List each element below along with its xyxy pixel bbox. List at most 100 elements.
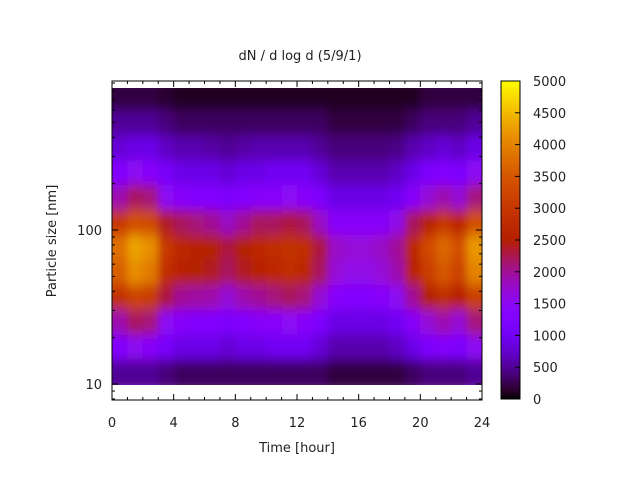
heatmap-cell [327, 334, 344, 360]
heatmap-cell [451, 109, 468, 136]
heatmap-cell [312, 334, 329, 360]
heatmap-cell [466, 209, 482, 235]
heatmap-cell [312, 159, 329, 185]
heatmap-cell [404, 334, 421, 360]
heatmap-cell [389, 209, 406, 235]
heatmap-cell [219, 88, 236, 111]
heatmap-cell [374, 334, 391, 360]
heatmap-cell [204, 259, 221, 285]
heatmap-cell [142, 359, 159, 385]
heatmap-cell [142, 334, 159, 360]
heatmap-cell [374, 159, 391, 185]
heatmap-cell [327, 284, 344, 310]
heatmap-cell [173, 284, 190, 310]
heatmap-cell [420, 234, 437, 260]
heatmap-cell [266, 359, 283, 385]
heatmap-cell [358, 334, 375, 360]
chart-title: dN / d log d (5/9/1) [238, 49, 361, 64]
heatmap-cell [219, 334, 236, 360]
heatmap-cell [466, 309, 482, 335]
heatmap-cell [189, 259, 206, 285]
y-tick-label: 100 [77, 224, 102, 239]
heatmap-cell [358, 109, 375, 136]
heatmap-cell [451, 359, 468, 385]
heatmap-cell [173, 159, 190, 185]
heatmap-cell [389, 159, 406, 185]
heatmap-cell [420, 259, 437, 285]
heatmap-cell [420, 309, 437, 335]
heatmap-cell [420, 209, 437, 235]
colorbar-tick-label: 3000 [533, 202, 566, 217]
heatmap-cell [374, 284, 391, 310]
heatmap-cell [250, 359, 267, 385]
heatmap-cell [297, 88, 314, 111]
heatmap-cell [219, 209, 236, 235]
colorbar-tick-label: 1500 [533, 298, 566, 313]
heatmap-cell [281, 359, 298, 385]
heatmap-cell [112, 259, 129, 285]
heatmap-cell [266, 259, 283, 285]
heatmap-cell [435, 209, 452, 235]
heatmap-cell [327, 234, 344, 260]
heatmap-cell [235, 184, 252, 210]
heatmap-cell [189, 234, 206, 260]
heatmap-cell [451, 209, 468, 235]
heatmap-cell [435, 359, 452, 385]
heatmap-cell [297, 309, 314, 335]
heatmap-cell [250, 309, 267, 335]
heatmap-cell [358, 259, 375, 285]
heatmap-cell [389, 334, 406, 360]
heatmap-cell [281, 109, 298, 136]
x-tick-label: 16 [350, 416, 367, 431]
heatmap-cell [374, 309, 391, 335]
heatmap-cell [451, 309, 468, 335]
heatmap-cell [404, 259, 421, 285]
heatmap-cell [204, 234, 221, 260]
heatmap-cell [158, 309, 175, 335]
heatmap-cell [204, 159, 221, 185]
heatmap-cell [250, 88, 267, 111]
heatmap-cell [343, 309, 360, 335]
colorbar-tick-label: 2500 [533, 234, 566, 249]
heatmap-cell [127, 359, 144, 385]
heatmap-cell [312, 234, 329, 260]
heatmap-cell [127, 88, 144, 111]
heatmap-cell [235, 309, 252, 335]
heatmap-cell [158, 209, 175, 235]
x-axis: 0 4 8 12 16 20 24 [108, 81, 490, 431]
heatmap-cell [466, 259, 482, 285]
heatmap-cell [420, 334, 437, 360]
colorbar-axis: 0 500 1000 1500 2000 2500 3000 3500 4000 4500 5000 [515, 75, 566, 408]
heatmap-cell [358, 209, 375, 235]
heatmap-cell [189, 309, 206, 335]
colorbar-tick-label: 500 [533, 361, 558, 376]
heatmap-cell [466, 334, 482, 360]
heatmap-cell [358, 134, 375, 161]
heatmap-cell [189, 88, 206, 111]
heatmap-cell [358, 359, 375, 385]
heatmap-cell [297, 259, 314, 285]
heatmap-cell [250, 209, 267, 235]
heatmap-cell [466, 184, 482, 210]
heatmap-cell [112, 88, 129, 111]
heatmap-cell [297, 284, 314, 310]
heatmap-cell [404, 359, 421, 385]
heatmap-cell [266, 159, 283, 185]
heatmap-cells [112, 88, 482, 385]
heatmap-cell [297, 159, 314, 185]
heatmap-cell [435, 259, 452, 285]
heatmap-cell [327, 159, 344, 185]
heatmap-cell [281, 134, 298, 161]
heatmap-cell [127, 284, 144, 310]
heatmap-cell [219, 184, 236, 210]
heatmap-cell [327, 259, 344, 285]
heatmap-cell [127, 259, 144, 285]
heatmap-cell [266, 209, 283, 235]
heatmap-cell [435, 334, 452, 360]
heatmap-cell [435, 284, 452, 310]
heatmap-cell [389, 109, 406, 136]
heatmap-cell [358, 184, 375, 210]
heatmap-cell [343, 259, 360, 285]
heatmap-cell [312, 259, 329, 285]
